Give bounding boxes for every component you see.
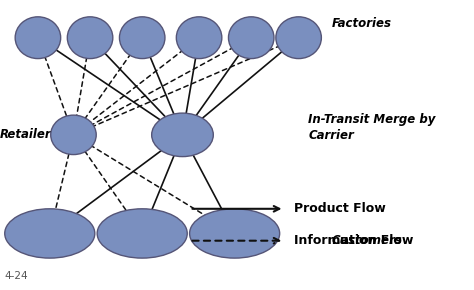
Text: Customers: Customers xyxy=(332,234,402,247)
Ellipse shape xyxy=(97,209,187,258)
Ellipse shape xyxy=(5,209,95,258)
Ellipse shape xyxy=(276,17,321,59)
Ellipse shape xyxy=(51,115,96,155)
Ellipse shape xyxy=(228,17,274,59)
Text: Product Flow: Product Flow xyxy=(294,202,386,215)
Ellipse shape xyxy=(176,17,222,59)
Text: Information Flow: Information Flow xyxy=(294,234,413,247)
Text: In-Transit Merge by
Carrier: In-Transit Merge by Carrier xyxy=(308,113,436,142)
Ellipse shape xyxy=(119,17,165,59)
Ellipse shape xyxy=(190,209,280,258)
Ellipse shape xyxy=(152,113,213,157)
Text: 4-24: 4-24 xyxy=(5,271,28,281)
Text: Retailer: Retailer xyxy=(0,128,52,141)
Ellipse shape xyxy=(67,17,113,59)
Ellipse shape xyxy=(15,17,61,59)
Text: Factories: Factories xyxy=(332,17,392,30)
